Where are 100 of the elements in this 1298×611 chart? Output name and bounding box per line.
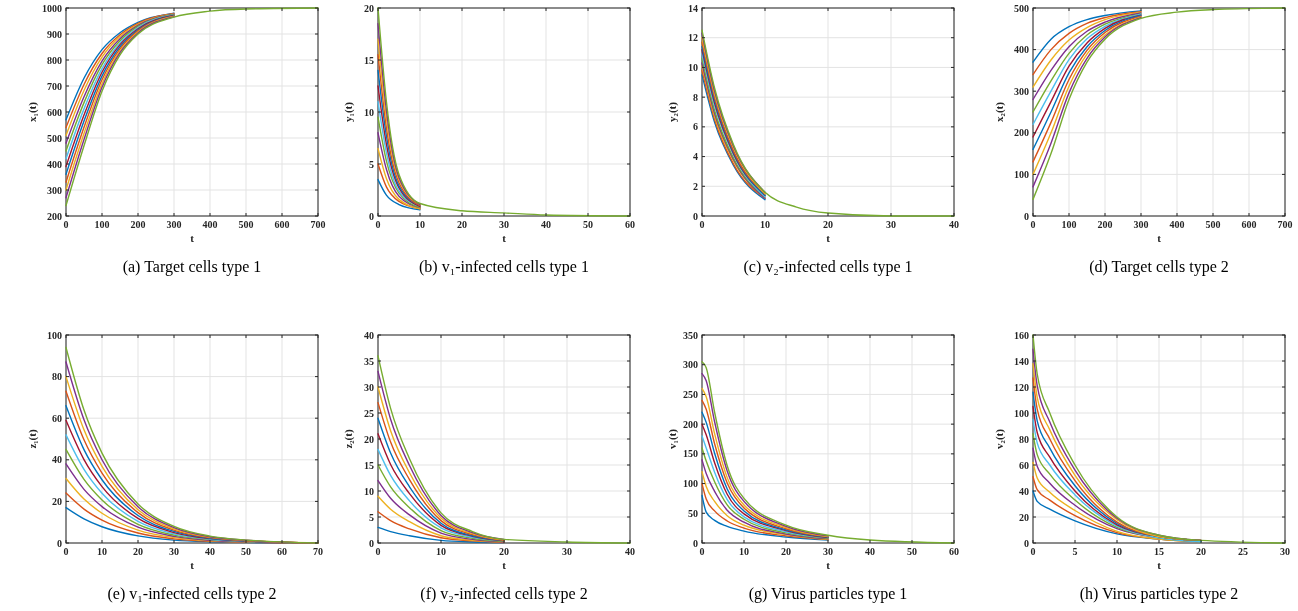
x-tick-label: 25	[1238, 546, 1248, 557]
text: (c) v₂-infected cells type 1	[743, 258, 913, 276]
y-tick-label: 250	[683, 388, 698, 400]
x-tick-label: 50	[907, 546, 917, 557]
x-axis-title: t	[1157, 232, 1162, 244]
x-tick-label: 30	[1280, 546, 1290, 557]
y-tick-label: 300	[1014, 85, 1029, 97]
y-tick-label: 2	[693, 180, 698, 192]
y-tick-label: 500	[47, 132, 62, 144]
y-axis-title: x₁(t)	[26, 101, 39, 122]
y-tick-label: 400	[47, 158, 62, 170]
y-tick-label: 12	[688, 32, 698, 44]
y-tick-label: 150	[683, 448, 698, 460]
x-tick-label: 10	[97, 546, 107, 557]
x-tick-label: 700	[310, 219, 326, 230]
x-tick-label: 10	[739, 546, 749, 557]
x-tick-label: 20	[1196, 546, 1206, 557]
y-tick-label: 0	[693, 537, 698, 549]
y-tick-label: 200	[1014, 127, 1029, 139]
x-tick-label: 60	[625, 219, 635, 230]
y-axis-title: v₂(t)	[993, 428, 1006, 449]
y-tick-label: 700	[47, 80, 62, 92]
y-tick-label: 100	[683, 478, 698, 490]
x-tick-label: 200	[1097, 219, 1113, 230]
x-tick-label: 20	[781, 546, 791, 557]
y-tick-label: 60	[1019, 459, 1029, 471]
x-tick-label: 50	[241, 546, 251, 557]
x-tick-label: 10	[1112, 546, 1122, 557]
y-tick-label: 10	[364, 485, 374, 497]
x-tick-label: 50	[583, 219, 593, 230]
y-tick-label: 100	[1014, 168, 1029, 180]
x-tick-label: 30	[562, 546, 572, 557]
x-tick-label: 40	[625, 546, 635, 557]
x-tick-label: 20	[457, 219, 467, 230]
y-tick-label: 0	[1024, 537, 1029, 549]
y-axis-title: y₂(t)	[666, 101, 679, 122]
y-axis-title: x₂(t)	[993, 101, 1006, 122]
y-tick-label: 120	[1014, 381, 1029, 393]
x-axis-title: t	[1157, 559, 1162, 571]
text: (a) Target cells type 1	[122, 258, 262, 276]
y-tick-label: 80	[1019, 433, 1029, 445]
x-tick-label: 700	[1277, 219, 1293, 230]
y-tick-label: 4	[693, 151, 698, 163]
x-axis-title: t	[502, 559, 507, 571]
y-tick-label: 15	[364, 459, 374, 471]
text: (d) Target cells type 2	[1089, 258, 1229, 276]
text: (g) Virus particles type 1	[748, 585, 908, 603]
x-tick-label: 100	[1061, 219, 1077, 230]
x-tick-label: 400	[202, 219, 218, 230]
x-axis-title: t	[190, 559, 195, 571]
y-tick-label: 160	[1014, 329, 1029, 341]
x-tick-label: 60	[949, 546, 959, 557]
x-tick-label: 15	[1154, 546, 1164, 557]
x-axis-title: t	[826, 559, 831, 571]
x-tick-label: 600	[1241, 219, 1257, 230]
y-tick-label: 900	[47, 28, 62, 40]
text: (b) v₁-infected cells type 1	[419, 258, 589, 276]
y-tick-label: 25	[364, 407, 374, 419]
x-tick-label: 30	[169, 546, 179, 557]
x-tick-label: 10	[760, 219, 770, 230]
text: (f) v₂-infected cells type 2	[420, 585, 588, 603]
x-tick-label: 20	[133, 546, 143, 557]
y-tick-label: 40	[1019, 485, 1029, 497]
x-tick-label: 500	[1205, 219, 1221, 230]
y-tick-label: 20	[52, 495, 62, 507]
y-tick-label: 50	[688, 507, 698, 519]
y-tick-label: 8	[693, 91, 698, 103]
x-tick-label: 40	[865, 546, 875, 557]
y-tick-label: 14	[688, 2, 698, 14]
x-tick-label: 200	[130, 219, 146, 230]
x-tick-label: 300	[1133, 219, 1149, 230]
y-tick-label: 500	[1014, 2, 1029, 14]
y-tick-label: 800	[47, 54, 62, 66]
y-axis-title: v₁(t)	[666, 428, 679, 449]
x-tick-label: 40	[205, 546, 215, 557]
y-tick-label: 200	[47, 210, 62, 222]
y-axis-title: z₂(t)	[342, 429, 355, 449]
y-tick-label: 0	[57, 537, 62, 549]
y-tick-label: 400	[1014, 44, 1029, 56]
y-tick-label: 10	[688, 61, 698, 73]
x-tick-label: 40	[541, 219, 551, 230]
y-tick-label: 0	[1024, 210, 1029, 222]
y-tick-label: 40	[364, 329, 374, 341]
x-tick-label: 300	[166, 219, 182, 230]
y-tick-label: 10	[364, 106, 374, 118]
y-tick-label: 350	[683, 329, 698, 341]
x-tick-label: 30	[499, 219, 509, 230]
y-tick-label: 300	[47, 184, 62, 196]
text: (e) v₁-infected cells type 2	[107, 585, 277, 603]
x-tick-label: 20	[499, 546, 509, 557]
y-tick-label: 0	[369, 537, 374, 549]
y-tick-label: 0	[693, 210, 698, 222]
y-tick-label: 20	[364, 433, 374, 445]
y-tick-label: 0	[369, 210, 374, 222]
y-tick-label: 5	[369, 511, 374, 523]
x-tick-label: 30	[886, 219, 896, 230]
x-tick-label: 10	[436, 546, 446, 557]
x-axis-title: t	[826, 232, 831, 244]
y-tick-label: 5	[369, 158, 374, 170]
text: (h) Virus particles type 2	[1079, 585, 1239, 603]
